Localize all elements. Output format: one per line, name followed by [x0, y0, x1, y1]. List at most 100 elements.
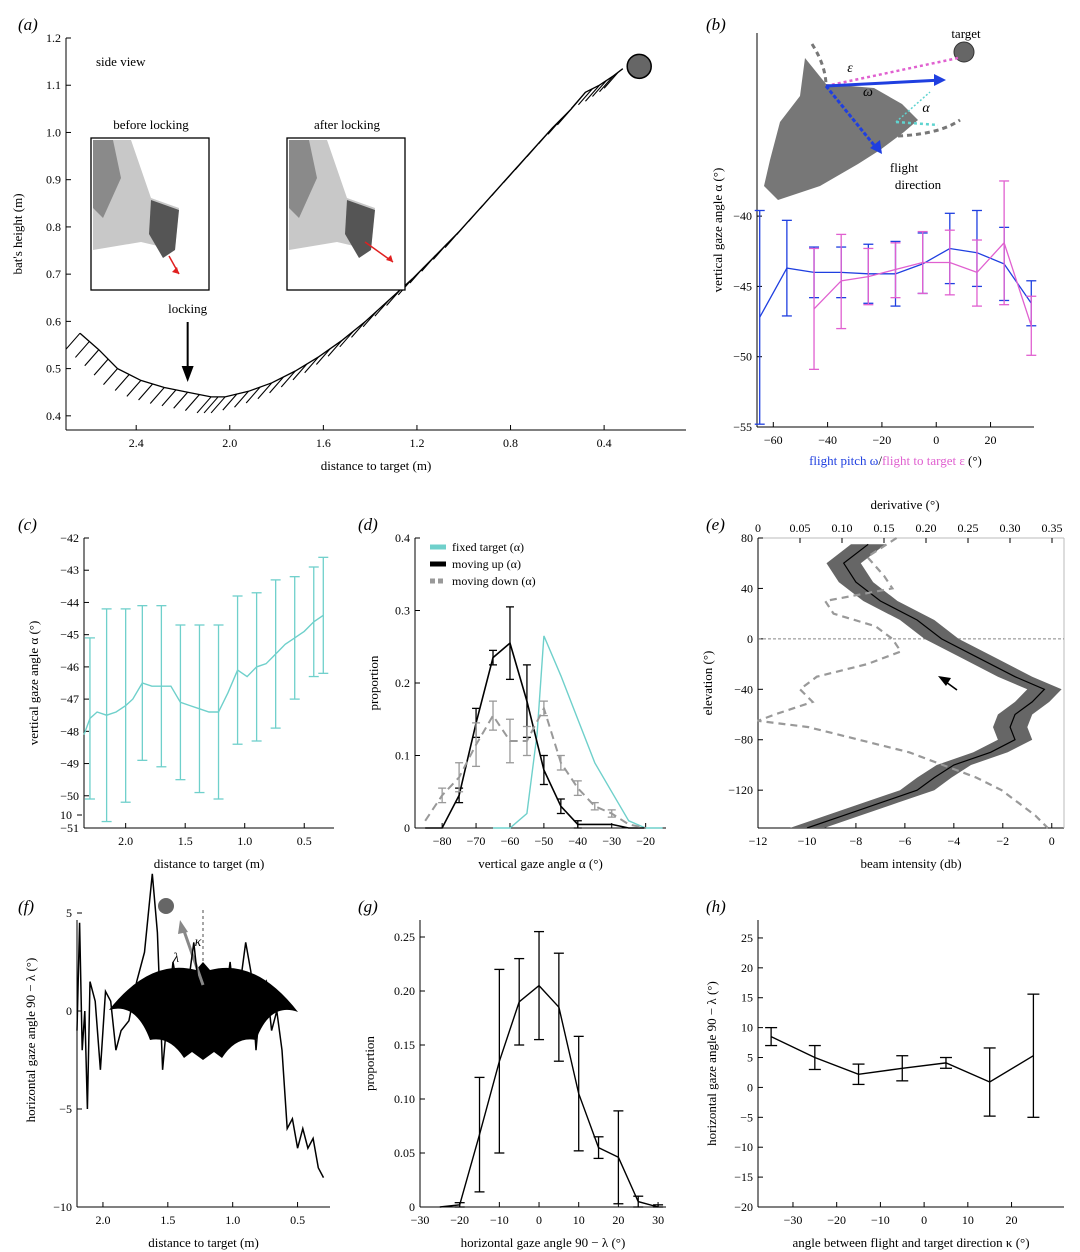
beam-intensity-line — [806, 543, 1046, 829]
x-tick-label: 1.6 — [316, 436, 331, 450]
orientation-mark — [138, 383, 153, 401]
x-tick-label: 1.5 — [160, 1213, 175, 1227]
orientation-mark — [84, 349, 100, 367]
bat-silhouette — [764, 58, 918, 200]
x-axis-label: distance to target (m) — [148, 1235, 259, 1250]
y-axis-label: vertical gaze angle α (°) — [710, 168, 725, 293]
series-line — [425, 641, 646, 829]
bat-top-view-inset: λκ — [109, 898, 298, 1060]
orientation-mark — [304, 356, 320, 374]
derivative-line — [757, 537, 1049, 829]
y-tick-label: 80 — [741, 531, 753, 545]
panel-label: (c) — [18, 515, 37, 534]
series-moving-down — [424, 700, 646, 829]
y-tick-label: 0.05 — [394, 1146, 415, 1160]
series-flight-to-target — [809, 180, 1037, 371]
y-tick-label: 1.2 — [46, 31, 61, 45]
y-axis-label: elevation (°) — [700, 651, 715, 716]
y-tick-label: −45 — [60, 628, 79, 642]
panel-b: (b) −60 −40 −20 0 20 −40 −45 −50 −55 flight pitch … — [706, 15, 1037, 468]
y-tick-label: 0.8 — [46, 220, 61, 234]
legend-item: moving down (α) — [430, 574, 536, 588]
y-tick-label: 25 — [741, 931, 753, 945]
y-tick-label: 0.7 — [46, 267, 61, 281]
x-tick-label: −20 — [636, 834, 655, 848]
direction-label: direction — [895, 177, 942, 192]
x-tick-label: −30 — [784, 1213, 803, 1227]
orientation-mark — [257, 382, 273, 400]
error-bar — [754, 209, 765, 425]
y-tick-label: 0.9 — [46, 173, 61, 187]
x-tick-label: −40 — [818, 433, 837, 447]
orientation-mark — [599, 75, 614, 93]
x-tick-label: −20 — [450, 1213, 469, 1227]
x-axis-label-part: (°) — [965, 453, 982, 468]
alpha-label: α — [922, 101, 930, 116]
body-axis-dashed — [810, 43, 828, 87]
x2-tick-label: 0 — [755, 521, 761, 535]
gaze-diagram-inset: target εω α flight direction — [764, 26, 981, 200]
x-tick-label: −10 — [490, 1213, 509, 1227]
omega-label: ω — [863, 85, 873, 100]
orientation-mark — [585, 84, 600, 102]
y-tick-label: −50 — [60, 789, 79, 803]
y-axis-label: horizontal gaze angle 90 − λ (°) — [704, 981, 719, 1146]
panel-label: (a) — [18, 15, 38, 34]
panel-label: (d) — [358, 515, 378, 534]
orientation-mark — [149, 387, 165, 404]
y-tick-label: 0 — [747, 632, 753, 646]
x-tick-label: 10 — [573, 1213, 585, 1227]
y-axis-label: bat's height (m) — [10, 193, 25, 274]
series-line — [770, 1035, 1034, 1083]
x-tick-label: −60 — [764, 433, 783, 447]
legend-label: moving up (α) — [452, 557, 521, 571]
y-tick-label: −46 — [60, 660, 79, 674]
y-tick-label: 1.1 — [46, 78, 61, 92]
gaze-vector — [181, 927, 205, 986]
x-tick-label: 20 — [612, 1213, 624, 1227]
x-tick-label: −70 — [467, 834, 486, 848]
y-tick-label: 0.20 — [394, 984, 415, 998]
x-tick-label: 0.5 — [297, 834, 312, 848]
x-axis-label: horizontal gaze angle 90 − λ (°) — [461, 1235, 626, 1250]
x-tick-label: 2.0 — [118, 834, 133, 848]
gaze-arrow-head — [386, 255, 393, 262]
orientation-mark — [126, 380, 142, 397]
x-tick-label: 1.0 — [237, 834, 252, 848]
panel-label: (f) — [18, 897, 34, 916]
y-tick-label: 0.5 — [46, 362, 61, 376]
y-tick-label: 0.3 — [395, 604, 410, 618]
x-tick-label: 20 — [1006, 1213, 1018, 1227]
orientation-mark — [196, 396, 212, 414]
y-axis-label: proportion — [366, 655, 381, 710]
y-tick-label: −5 — [740, 1110, 753, 1124]
orientation-mark — [173, 391, 189, 409]
x-tick-label: −4 — [947, 834, 960, 848]
x-tick-label: −50 — [535, 834, 554, 848]
error-bar — [890, 242, 901, 299]
bat-wing-dark — [289, 140, 317, 218]
x-tick-label: −30 — [411, 1213, 430, 1227]
x2-tick-label: 0.30 — [1000, 521, 1021, 535]
x2-tick-label: 0.15 — [874, 521, 895, 535]
legend-label: fixed target (α) — [452, 540, 524, 554]
gaze-arrow-head — [172, 267, 179, 274]
x-tick-label: 1.0 — [225, 1213, 240, 1227]
orientation-mark — [210, 396, 226, 414]
x-axis-label-part: flight to target ε — [882, 453, 965, 468]
x-tick-label: −20 — [873, 433, 892, 447]
inset-after-locking: after locking — [286, 117, 406, 291]
x-tick-label: 1.5 — [178, 834, 193, 848]
x-axis-label: flight pitch ω/flight to target ε (°) — [809, 453, 982, 468]
bat-head — [149, 200, 179, 258]
x-tick-label: −30 — [602, 834, 621, 848]
legend-item: moving up (α) — [430, 557, 521, 571]
annotation-arrow-head — [938, 676, 951, 686]
y-tick-label: −10 — [53, 1200, 72, 1214]
orientation-mark — [184, 394, 200, 411]
panel-label: (g) — [358, 897, 378, 916]
x-tick-label: 0 — [933, 433, 939, 447]
orientation-mark — [245, 386, 261, 404]
locking-label: locking — [168, 301, 207, 316]
